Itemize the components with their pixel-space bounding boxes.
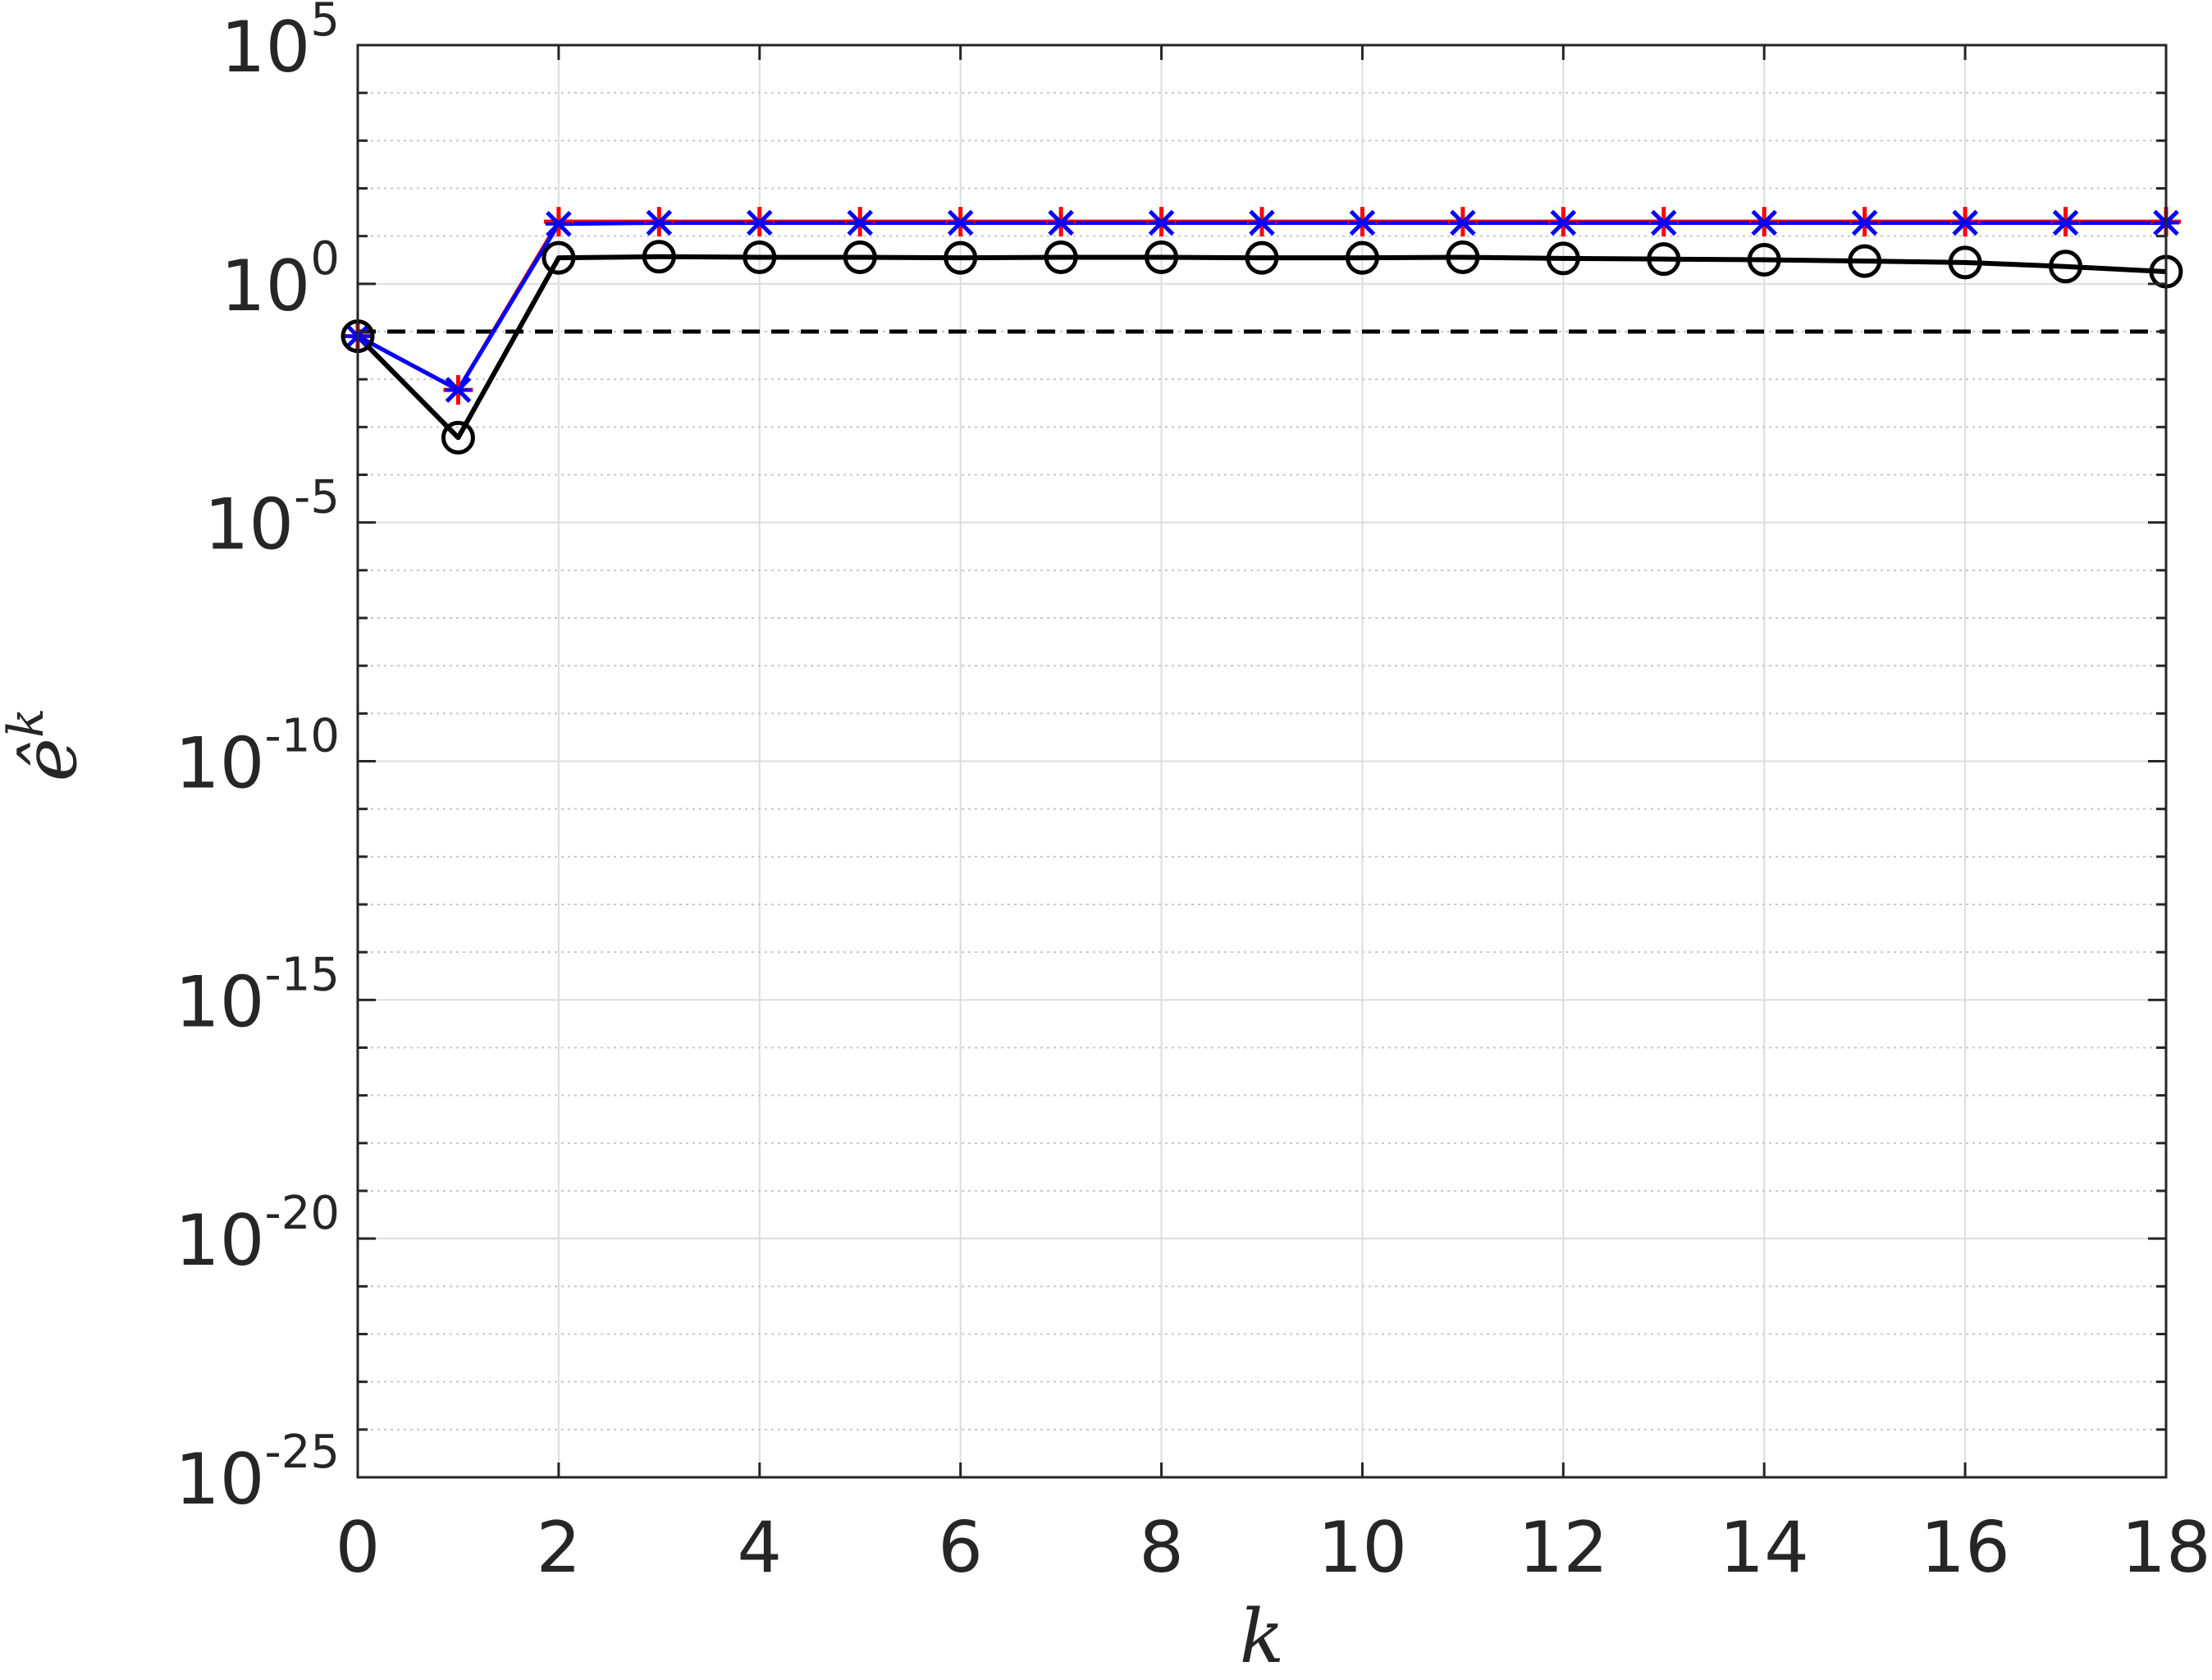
x-tick-label: 2 bbox=[537, 1507, 582, 1589]
data-point-marker bbox=[1048, 209, 1075, 236]
data-point-marker bbox=[441, 420, 475, 455]
x-tick-labels: 0 2 4 6 8 10 12 14 16 18 bbox=[336, 1507, 2211, 1589]
data-point-marker bbox=[1345, 240, 1379, 275]
data-point-marker bbox=[542, 240, 576, 275]
data-point-marker bbox=[1650, 209, 1677, 236]
y-axis-label-superscript: k bbox=[0, 708, 55, 738]
y-tick-label: 10-10 bbox=[175, 710, 340, 805]
data-point-marker bbox=[1449, 209, 1476, 236]
x-tick-label: 8 bbox=[1139, 1507, 1184, 1589]
data-point-marker bbox=[545, 211, 572, 237]
y-tick-label: 10-5 bbox=[204, 471, 340, 566]
x-tick-label: 14 bbox=[1720, 1507, 1809, 1589]
data-point-marker bbox=[1349, 209, 1376, 236]
data-point-marker bbox=[1952, 209, 1979, 236]
data-point-marker bbox=[1245, 240, 1279, 275]
series-line bbox=[356, 220, 2166, 392]
x-tick-label: 6 bbox=[938, 1507, 983, 1589]
data-point-marker bbox=[1044, 240, 1078, 274]
data-point-marker bbox=[944, 240, 978, 275]
x-tick-label: 10 bbox=[1318, 1507, 1407, 1589]
tick-marks bbox=[356, 43, 2168, 1479]
x-tick-label: 4 bbox=[737, 1507, 782, 1589]
svg-text:êk: êk bbox=[0, 708, 94, 782]
y-tick-label: 100 bbox=[221, 232, 340, 327]
y-tick-label: 10-25 bbox=[175, 1426, 340, 1521]
data-point-marker bbox=[947, 209, 974, 236]
data-point-marker bbox=[1948, 245, 1982, 280]
data-point-marker bbox=[1148, 209, 1175, 236]
y-axis-label: êk bbox=[0, 708, 94, 782]
data-point-marker bbox=[2049, 249, 2083, 284]
y-tick-label: 105 bbox=[221, 0, 340, 89]
data-point-marker bbox=[847, 209, 874, 236]
data-point-marker bbox=[1145, 240, 1179, 274]
x-tick-label: 18 bbox=[2121, 1507, 2210, 1589]
x-tick-label: 0 bbox=[336, 1507, 381, 1589]
series-line bbox=[355, 254, 2167, 441]
series-line bbox=[356, 219, 2166, 392]
data-point-marker bbox=[746, 209, 773, 236]
x-tick-label: 16 bbox=[1920, 1507, 2009, 1589]
data-point-marker bbox=[1747, 242, 1781, 277]
data-point-marker bbox=[646, 209, 673, 236]
data-point-marker bbox=[743, 240, 777, 274]
data-point-marker bbox=[1446, 240, 1480, 274]
data-point-marker bbox=[1546, 241, 1580, 276]
x-tick-label: 12 bbox=[1519, 1507, 1608, 1589]
y-tick-label: 10-15 bbox=[175, 948, 340, 1043]
data-point-marker bbox=[1848, 244, 1882, 278]
y-tick-labels: 105 100 10-5 10-10 10-15 10-20 10-25 bbox=[175, 0, 340, 1521]
data-point-marker bbox=[1851, 209, 1878, 236]
data-point-marker bbox=[642, 240, 676, 274]
data-point-marker bbox=[1647, 242, 1681, 277]
data-point-marker bbox=[843, 240, 877, 274]
y-axis-label-base: ê bbox=[7, 738, 94, 781]
x-axis-label: k bbox=[1240, 1594, 1285, 1676]
y-tick-label: 10-20 bbox=[175, 1187, 340, 1282]
data-point-marker bbox=[1751, 209, 1778, 236]
data-point-marker bbox=[445, 377, 472, 403]
data-point-marker bbox=[1249, 209, 1275, 236]
data-point-marker bbox=[2052, 209, 2079, 236]
data-point-marker bbox=[1550, 209, 1577, 236]
